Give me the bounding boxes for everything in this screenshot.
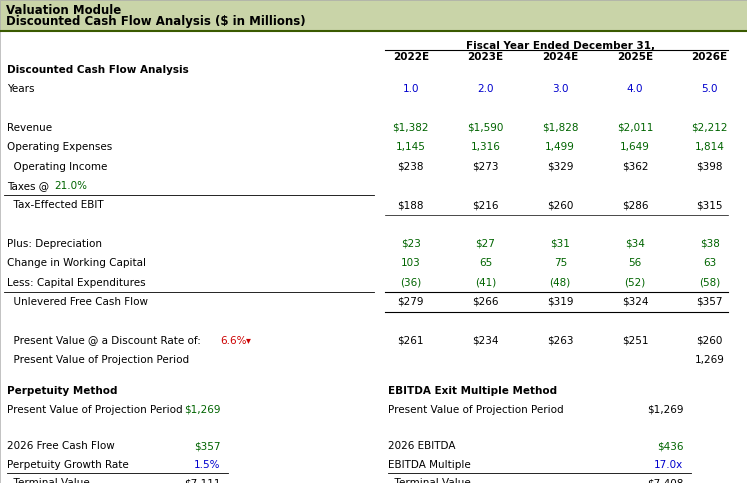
- Text: $188: $188: [397, 200, 424, 210]
- Text: 1,814: 1,814: [695, 142, 725, 152]
- Text: $38: $38: [700, 239, 719, 249]
- Text: $260: $260: [547, 200, 574, 210]
- Text: (41): (41): [475, 278, 496, 287]
- Text: Terminal Value: Terminal Value: [7, 478, 90, 483]
- Text: $273: $273: [472, 162, 499, 171]
- Text: Discounted Cash Flow Analysis ($ in Millions): Discounted Cash Flow Analysis ($ in Mill…: [6, 15, 306, 28]
- Text: Change in Working Capital: Change in Working Capital: [7, 258, 146, 268]
- Text: Present Value of Projection Period: Present Value of Projection Period: [7, 355, 190, 365]
- Text: 2023E: 2023E: [468, 52, 503, 62]
- Text: 65: 65: [479, 258, 492, 268]
- Text: 75: 75: [554, 258, 567, 268]
- Text: $7,111: $7,111: [184, 478, 220, 483]
- Text: $1,590: $1,590: [468, 123, 503, 133]
- Text: 103: 103: [401, 258, 421, 268]
- Text: $286: $286: [622, 200, 648, 210]
- Text: $357: $357: [194, 441, 220, 451]
- Text: Terminal Value: Terminal Value: [388, 478, 471, 483]
- Text: 4.0: 4.0: [627, 85, 643, 94]
- Text: EBITDA Exit Multiple Method: EBITDA Exit Multiple Method: [388, 386, 557, 396]
- Text: Years: Years: [7, 85, 35, 94]
- Text: Tax-Effected EBIT: Tax-Effected EBIT: [7, 200, 104, 210]
- Text: 2026 Free Cash Flow: 2026 Free Cash Flow: [7, 441, 115, 451]
- Text: 1,649: 1,649: [620, 142, 650, 152]
- Text: $357: $357: [696, 297, 723, 307]
- Text: Less: Capital Expenditures: Less: Capital Expenditures: [7, 278, 146, 287]
- Text: (52): (52): [624, 278, 645, 287]
- Text: 1,145: 1,145: [396, 142, 426, 152]
- Text: (36): (36): [400, 278, 421, 287]
- Text: $1,382: $1,382: [393, 123, 429, 133]
- Text: Plus: Depreciation: Plus: Depreciation: [7, 239, 102, 249]
- Text: $1,828: $1,828: [542, 123, 578, 133]
- Text: 6.6%: 6.6%: [220, 336, 247, 345]
- Text: Operating Income: Operating Income: [7, 162, 108, 171]
- FancyBboxPatch shape: [0, 0, 747, 31]
- Text: (48): (48): [550, 278, 571, 287]
- Text: $1,269: $1,269: [647, 405, 684, 414]
- Text: $234: $234: [472, 336, 499, 345]
- Text: $216: $216: [472, 200, 499, 210]
- Text: $1,269: $1,269: [184, 405, 220, 414]
- Text: $398: $398: [696, 162, 723, 171]
- Text: 2026 EBITDA: 2026 EBITDA: [388, 441, 456, 451]
- Text: $261: $261: [397, 336, 424, 345]
- Text: (58): (58): [699, 278, 720, 287]
- Text: $27: $27: [476, 239, 495, 249]
- Text: Present Value @ a Discount Rate of:: Present Value @ a Discount Rate of:: [7, 336, 202, 345]
- Text: $324: $324: [622, 297, 648, 307]
- Text: 56: 56: [628, 258, 642, 268]
- Text: Valuation Module: Valuation Module: [6, 4, 121, 17]
- Text: 5.0: 5.0: [701, 85, 718, 94]
- Text: 1.0: 1.0: [403, 85, 419, 94]
- Text: Fiscal Year Ended December 31,: Fiscal Year Ended December 31,: [465, 41, 655, 51]
- Text: $34: $34: [625, 239, 645, 249]
- Text: Operating Expenses: Operating Expenses: [7, 142, 113, 152]
- Text: Perpetuity Method: Perpetuity Method: [7, 386, 118, 396]
- Text: 1.5%: 1.5%: [194, 460, 220, 469]
- Text: $315: $315: [696, 200, 723, 210]
- Text: 63: 63: [703, 258, 716, 268]
- Text: $2,212: $2,212: [692, 123, 728, 133]
- Text: 17.0x: 17.0x: [654, 460, 684, 469]
- Text: $251: $251: [622, 336, 648, 345]
- Text: $279: $279: [397, 297, 424, 307]
- Text: 2026E: 2026E: [692, 52, 728, 62]
- Text: $319: $319: [547, 297, 574, 307]
- Text: Taxes @: Taxes @: [7, 181, 53, 191]
- Text: Present Value of Projection Period: Present Value of Projection Period: [7, 405, 183, 414]
- Text: $263: $263: [547, 336, 574, 345]
- Text: $23: $23: [401, 239, 421, 249]
- Text: $329: $329: [547, 162, 574, 171]
- Text: 1,269: 1,269: [695, 355, 725, 365]
- Text: $31: $31: [551, 239, 570, 249]
- Text: Revenue: Revenue: [7, 123, 52, 133]
- Text: 1,499: 1,499: [545, 142, 575, 152]
- Text: 2024E: 2024E: [542, 52, 578, 62]
- Text: 21.0%: 21.0%: [54, 181, 87, 191]
- Text: 1,316: 1,316: [471, 142, 500, 152]
- Text: $238: $238: [397, 162, 424, 171]
- Text: 2025E: 2025E: [617, 52, 653, 62]
- Text: $266: $266: [472, 297, 499, 307]
- Text: 2022E: 2022E: [393, 52, 429, 62]
- Text: $436: $436: [657, 441, 684, 451]
- Text: Discounted Cash Flow Analysis: Discounted Cash Flow Analysis: [7, 65, 189, 75]
- Text: $7,408: $7,408: [647, 478, 684, 483]
- Text: Unlevered Free Cash Flow: Unlevered Free Cash Flow: [7, 297, 149, 307]
- Text: EBITDA Multiple: EBITDA Multiple: [388, 460, 471, 469]
- Text: ▾: ▾: [246, 336, 251, 345]
- Text: $2,011: $2,011: [617, 123, 653, 133]
- Text: Present Value of Projection Period: Present Value of Projection Period: [388, 405, 564, 414]
- Text: 2.0: 2.0: [477, 85, 494, 94]
- Text: $260: $260: [696, 336, 723, 345]
- Text: 3.0: 3.0: [552, 85, 568, 94]
- Text: $362: $362: [622, 162, 648, 171]
- Text: Perpetuity Growth Rate: Perpetuity Growth Rate: [7, 460, 129, 469]
